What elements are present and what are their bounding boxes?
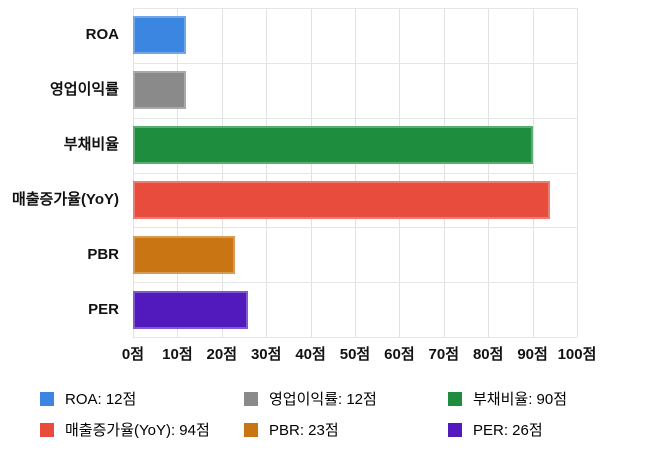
bar-3 (133, 126, 533, 165)
category-label: ROA (85, 26, 119, 44)
x-tick-label: 20점 (206, 346, 238, 363)
gridline-horizontal (133, 8, 577, 9)
x-axis-labels: 0점 10점 20점 30점 40점 50점 60점 70점 80점 90점 100점 (0, 343, 650, 363)
gridline-horizontal (133, 172, 577, 174)
legend-item: 영업이익률: 12점 (244, 388, 448, 409)
category-label: PBR (87, 245, 119, 263)
x-tick-label: 70점 (428, 346, 460, 363)
plot-area (133, 8, 578, 338)
bar-6 (133, 290, 249, 329)
legend-label: PER: 26점 (473, 422, 543, 439)
gridline-vertical (577, 8, 578, 337)
legend-item: PBR: 23점 (244, 419, 448, 440)
x-tick-label: 0점 (121, 346, 145, 363)
x-tick-label: 10점 (162, 346, 193, 363)
category-label: 부채비율 (63, 136, 119, 154)
gridline-horizontal (133, 62, 577, 64)
x-tick-label: 80점 (472, 346, 504, 363)
legend-label: PBR: 23점 (269, 422, 339, 439)
x-tick-label: 90점 (517, 346, 548, 363)
bar-2 (133, 71, 187, 110)
gridline-horizontal (133, 227, 577, 229)
x-tick-label: 50점 (339, 346, 371, 363)
legend-item: PER: 26점 (448, 419, 567, 440)
gridline-horizontal (133, 282, 577, 284)
x-tick-label: 40점 (295, 346, 326, 363)
x-tick-label: 30점 (250, 346, 282, 363)
category-label: PER (88, 300, 119, 318)
gridline-horizontal (133, 117, 577, 119)
category-label: 영업이익률 (49, 81, 119, 99)
bar-1 (133, 16, 187, 55)
legend-swatch-icon (448, 422, 462, 437)
legend-label: 부채비율: 90점 (473, 391, 568, 408)
legend-label: 매출증가율(YoY): 94점 (65, 422, 210, 439)
legend-swatch-icon (244, 422, 258, 437)
legend-label: 영업이익률: 12점 (269, 391, 377, 408)
bar-5 (133, 235, 236, 274)
legend-item: ROA: 12점 (40, 388, 244, 409)
bar-4 (133, 180, 551, 219)
legend-label: ROA: 12점 (65, 391, 137, 408)
gridline-horizontal (133, 337, 577, 338)
legend-swatch-icon (40, 391, 54, 406)
x-tick-label: 100점 (557, 346, 597, 363)
legend-item: 부채비율: 90점 (448, 388, 567, 409)
category-label: 매출증가율(YoY) (11, 190, 119, 208)
legend-swatch-icon (244, 391, 258, 406)
x-tick-label: 60점 (384, 346, 415, 363)
legend-swatch-icon (448, 391, 462, 406)
legend-item: 매출증가율(YoY): 94점 (40, 419, 244, 440)
legend-swatch-icon (40, 422, 54, 437)
